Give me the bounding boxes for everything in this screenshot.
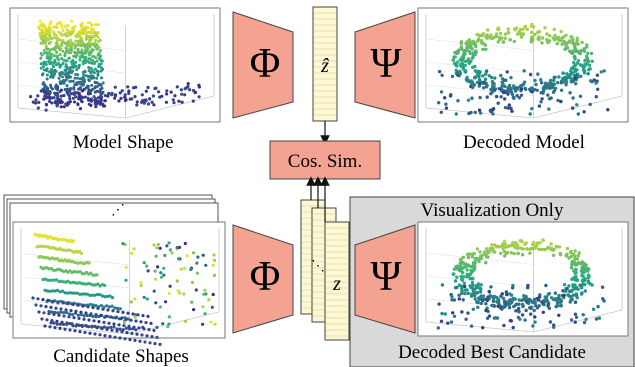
- decoder-psi-bottom: Ψ: [354, 224, 416, 334]
- encoder-phi-bottom: Φ: [232, 224, 294, 334]
- svg-text:Ψ: Ψ: [371, 254, 402, 300]
- decoded-best-candidate-label: Decoded Best Candidate: [398, 342, 586, 363]
- svg-text:ẑ: ẑ: [320, 55, 329, 77]
- arrows-candidates-to-cossim: [306, 176, 330, 222]
- svg-text:z: z: [332, 273, 341, 295]
- model-shape-plot: [9, 7, 221, 123]
- decoded-best-candidate-plot: [417, 221, 629, 337]
- latent-vectors-candidates: ⋱ z: [300, 199, 350, 341]
- decoded-model-plot: [417, 7, 629, 123]
- svg-text:Φ: Φ: [250, 41, 281, 87]
- candidate-shapes-label: Candidate Shapes: [53, 346, 189, 367]
- svg-text:⋱: ⋱: [311, 259, 325, 274]
- model-shape-label: Model Shape: [73, 132, 174, 153]
- encoder-phi-top: Φ: [232, 11, 294, 119]
- svg-text:Ψ: Ψ: [371, 41, 402, 87]
- svg-text:Φ: Φ: [250, 254, 281, 300]
- candidate-shapes-stack: ⋰: [3, 194, 226, 346]
- cosine-similarity-label: Cos. Sim.: [288, 151, 362, 172]
- cosine-similarity-box: Cos. Sim.: [269, 140, 381, 180]
- decoder-psi-top: Ψ: [354, 11, 416, 119]
- svg-text:⋰: ⋰: [111, 203, 125, 218]
- latent-vector-model: ẑ: [312, 6, 338, 122]
- visualization-only-label: Visualization Only: [421, 200, 564, 221]
- decoded-model-label: Decoded Model: [463, 132, 585, 153]
